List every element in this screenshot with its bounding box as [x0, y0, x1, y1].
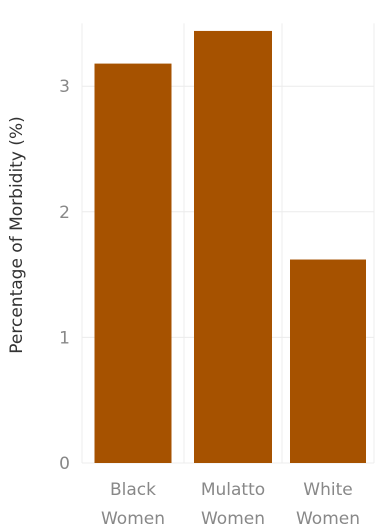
- y-axis-title: Percentage of Morbidity (%): [7, 116, 27, 353]
- y-tick-label: 3: [59, 77, 70, 97]
- bar-mulatto-women: [194, 30, 272, 463]
- bars: [94, 30, 366, 463]
- x-category-label: Women: [296, 509, 360, 529]
- x-category-label: Mulatto: [201, 480, 265, 500]
- x-category-label: Black: [110, 480, 156, 500]
- y-tick-label: 2: [59, 203, 70, 223]
- bar-black-women: [94, 63, 172, 463]
- y-tick-label: 0: [59, 454, 70, 474]
- y-tick-label: 1: [59, 328, 70, 348]
- x-category-label: Women: [101, 509, 165, 529]
- bar-white-women: [290, 259, 366, 463]
- x-axis-categories: Black Women Mulatto Women White Women: [101, 480, 360, 529]
- x-category-label: Women: [201, 509, 265, 529]
- y-axis-ticks: 0 1 2 3: [59, 77, 70, 474]
- x-category-label: White: [303, 480, 352, 500]
